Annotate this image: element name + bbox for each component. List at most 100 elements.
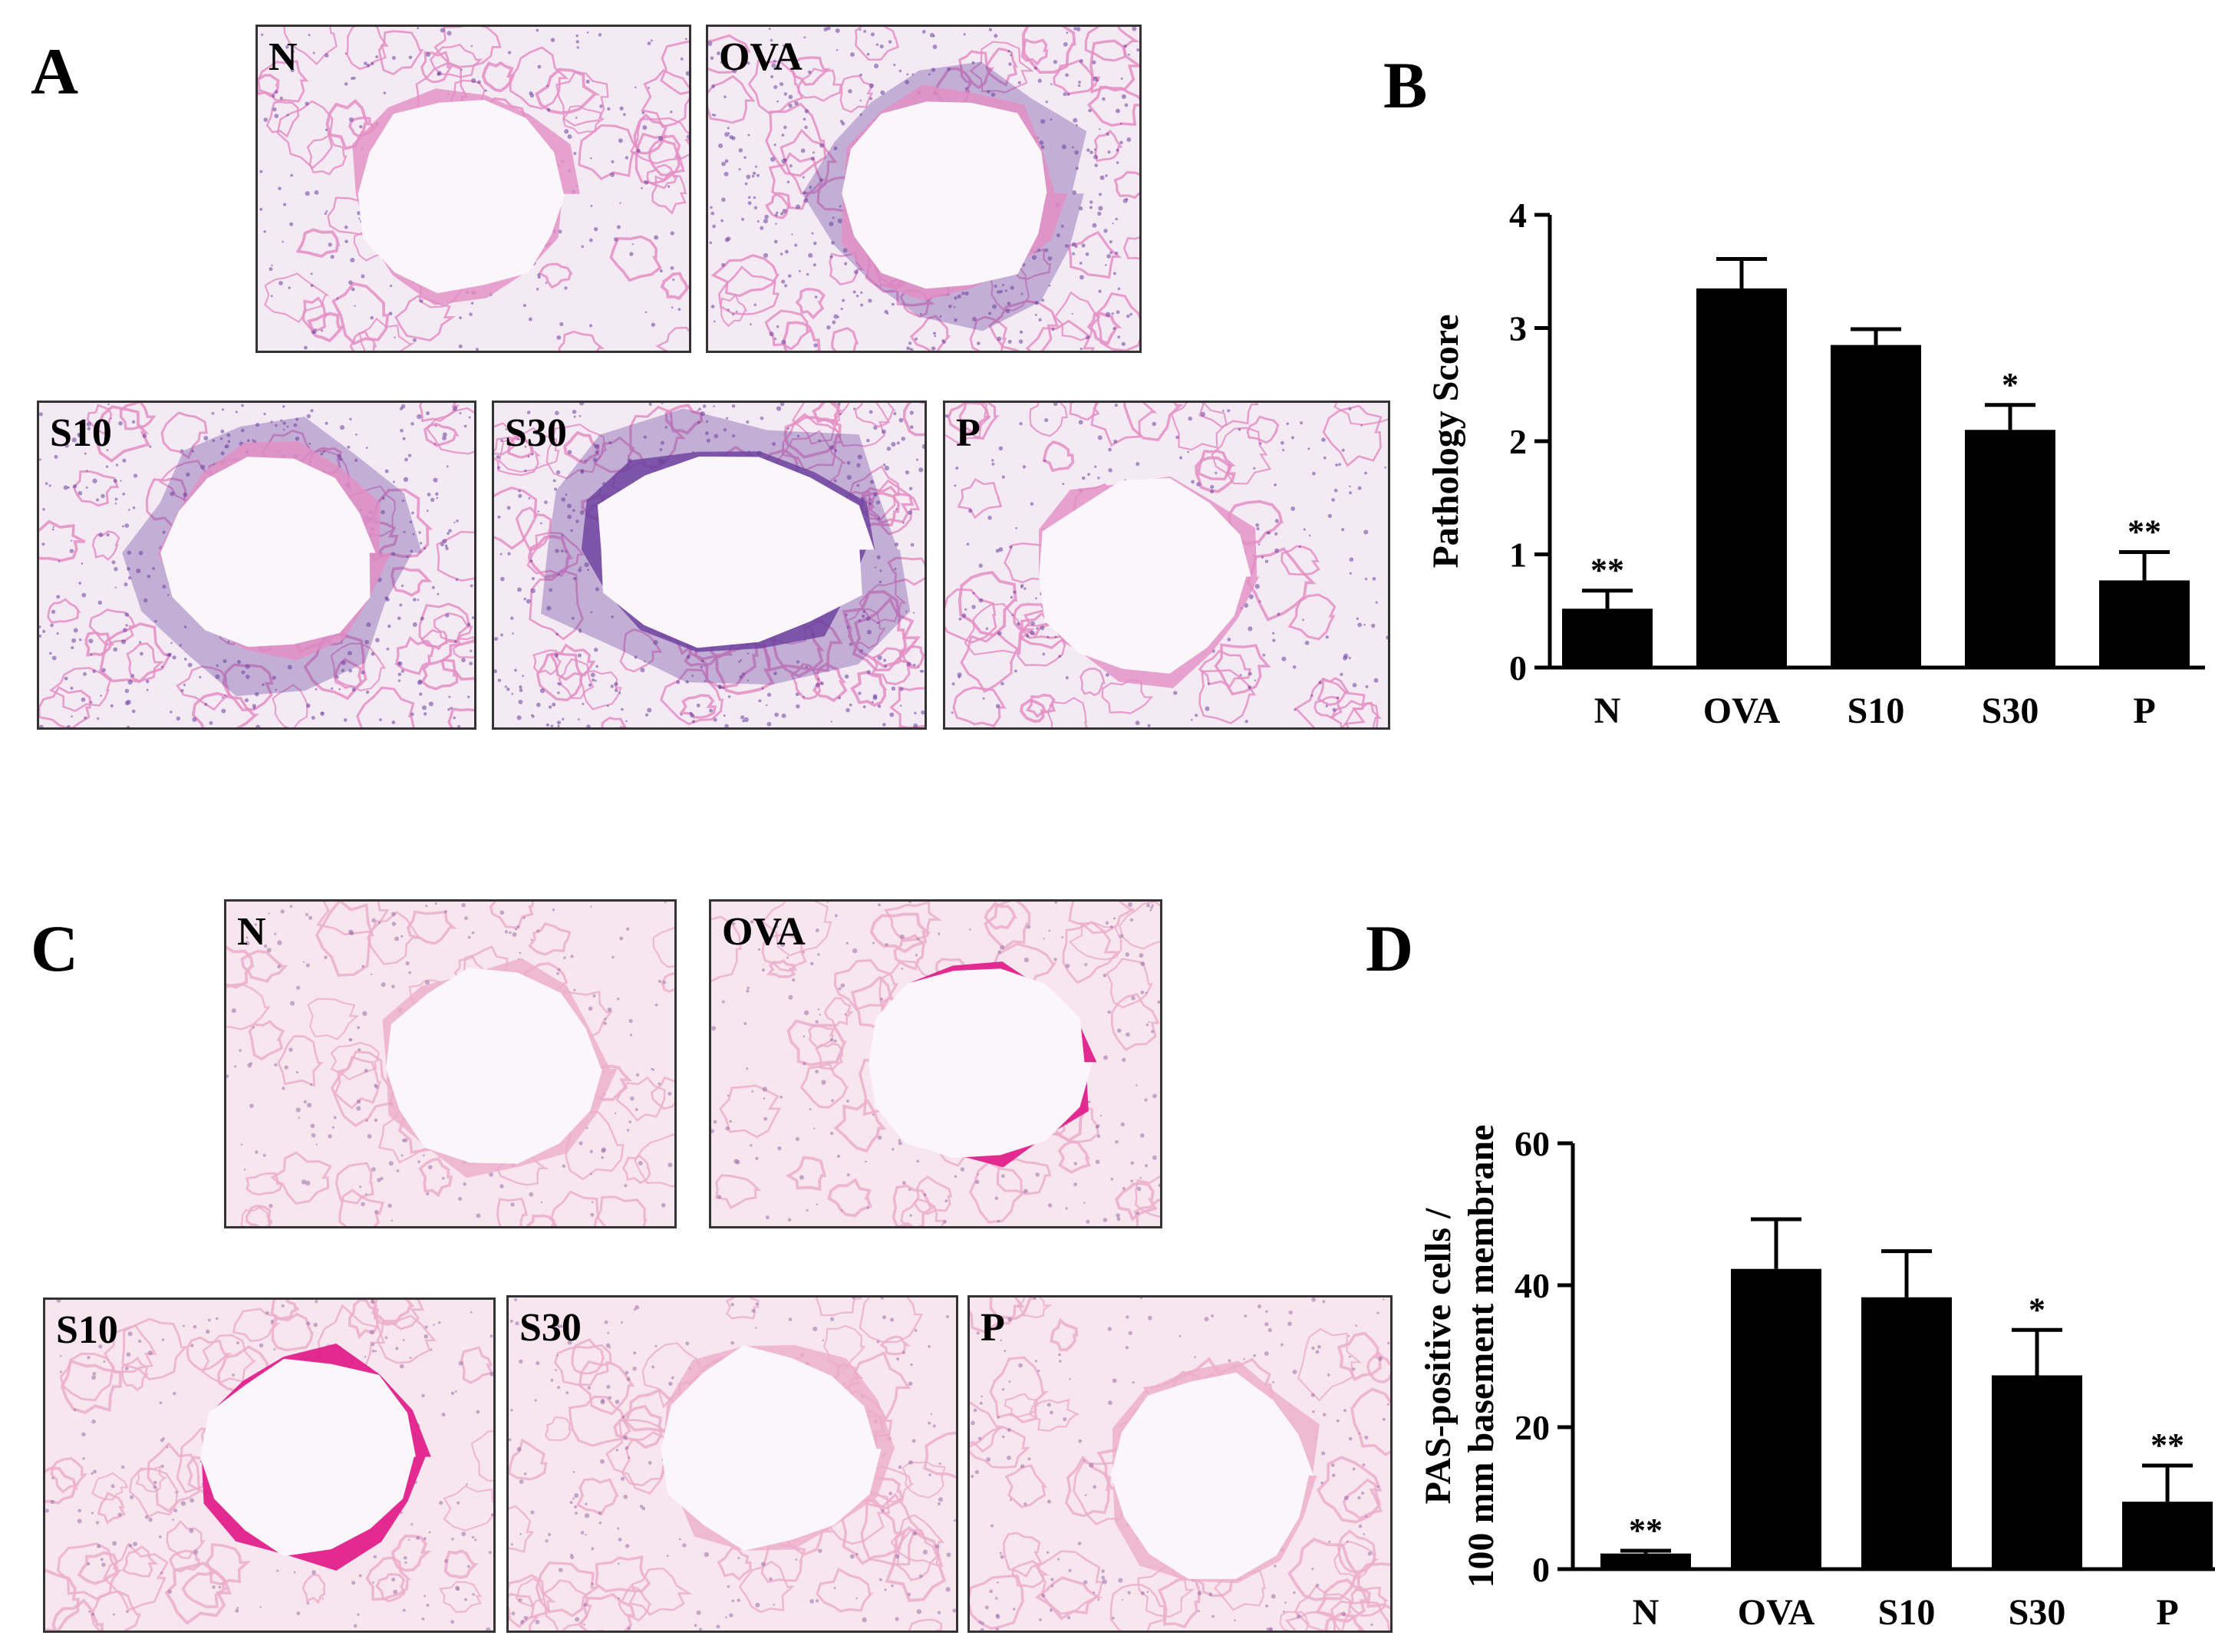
nucleus [451,1537,454,1541]
nucleus [1308,534,1311,537]
nucleus [724,95,727,99]
nucleus [421,1393,425,1398]
nucleus [1335,463,1338,467]
nucleus [311,1133,316,1138]
nucleus [654,1344,658,1347]
nucleus [400,1511,404,1515]
alveolar-septum [99,622,173,684]
nucleus [755,1602,760,1607]
alveolar-septum [536,652,583,702]
nucleus [724,237,730,242]
nucleus [124,582,128,587]
nucleus [578,629,582,633]
alveolar-septum [833,1099,887,1153]
nucleus [1115,108,1120,114]
nucleus [587,1386,591,1390]
nucleus [1254,679,1257,681]
nucleus [523,597,526,601]
alveolar-septum [952,686,1007,727]
alveolar-septum [307,997,360,1040]
nucleus [227,440,231,444]
nucleus [708,41,713,46]
nucleus [1382,1417,1386,1421]
nucleus [614,1112,617,1115]
alveolar-septum [489,902,535,929]
nucleus [697,420,700,424]
nucleus [1127,53,1130,56]
alveolar-septum [1011,1560,1050,1588]
nucleus [619,106,624,111]
alveolar-septum [830,327,859,351]
nucleus [1040,625,1045,631]
nucleus [1256,527,1260,531]
nucleus [497,466,501,470]
nucleus [212,1585,216,1589]
nucleus [500,439,503,443]
nucleus [1007,49,1010,53]
nucleus [265,1311,269,1315]
nucleus [1030,502,1034,506]
nucleus [755,1156,759,1160]
alveolar-septum [1330,700,1383,727]
nucleus [977,341,981,345]
alveolar-septum [650,1076,674,1110]
nucleus [259,1606,262,1608]
nucleus [804,125,808,130]
nucleus [772,441,776,447]
nucleus [374,1085,379,1089]
nucleus [1315,1583,1320,1588]
nucleus [910,542,915,547]
nucleus [1370,1623,1373,1626]
alveolar-septum [1297,1327,1363,1402]
nucleus [401,500,405,503]
nucleus [948,304,952,308]
nucleus [803,117,806,121]
alveolar-septum [544,1416,572,1442]
nucleus [992,304,997,309]
nucleus [1302,618,1304,622]
nucleus [780,942,786,948]
x-tick-label: S30 [1982,691,2039,731]
nucleus [1139,953,1144,958]
nucleus [590,157,592,160]
nucleus [755,1302,759,1306]
nucleus [371,918,376,923]
nucleus [1343,1495,1349,1501]
nucleus [691,720,695,724]
nucleus [469,661,473,666]
nucleus [173,1391,176,1396]
nucleus [777,1146,782,1151]
nucleus [471,616,474,619]
nucleus [399,407,404,411]
nucleus [918,1574,923,1578]
nucleus [131,709,136,714]
nucleus [732,922,736,925]
nucleus [445,546,449,550]
nucleus [1358,1524,1363,1528]
nucleus [426,1192,430,1195]
nucleus [426,509,429,512]
nucleus [92,669,96,674]
nucleus [391,912,396,917]
nucleus [706,438,711,443]
nucleus [1085,252,1089,256]
nucleus [113,479,117,483]
nucleus [976,1331,980,1335]
nucleus [593,226,598,232]
alveolar-septum [164,1561,232,1625]
nucleus [714,434,719,439]
nucleus [252,1026,255,1029]
nucleus [1116,148,1119,152]
nucleus [348,117,354,122]
nucleus [132,506,136,509]
bar [1861,1297,1952,1569]
nucleus [901,968,904,970]
alveolar-septum [887,556,925,586]
nucleus [930,1413,933,1416]
nucleus [615,1449,619,1452]
alveolar-septum [568,1395,631,1447]
nucleus [235,1608,239,1613]
alveolar-septum [957,478,1003,519]
nucleus [849,642,852,646]
nucleus [1007,1427,1011,1433]
